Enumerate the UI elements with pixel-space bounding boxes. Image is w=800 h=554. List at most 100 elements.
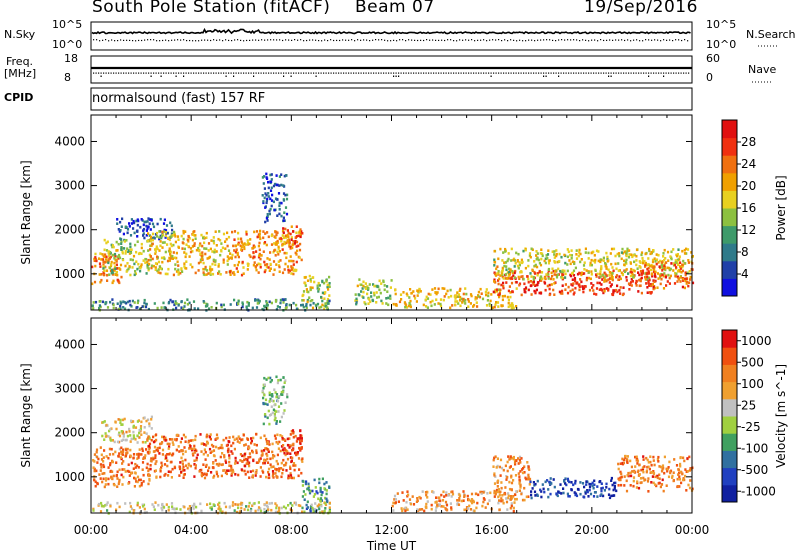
echo-cell — [185, 464, 188, 467]
echo-cell — [552, 288, 555, 292]
echo-cell — [602, 494, 605, 498]
echo-cell — [505, 478, 508, 481]
echo-cell — [385, 297, 388, 300]
echo-cell — [270, 508, 273, 512]
echo-cell — [151, 503, 154, 506]
nave-dot — [443, 72, 445, 74]
nave-dot — [463, 72, 465, 74]
echo-cell — [564, 283, 567, 286]
echo-cell — [540, 490, 543, 493]
echo-cell — [426, 491, 429, 494]
echo-cell — [317, 497, 320, 501]
echo-cell — [442, 298, 445, 302]
echo-cell — [270, 465, 273, 469]
echo-cell — [105, 477, 108, 480]
echo-cell — [500, 499, 503, 503]
echo-cell — [566, 291, 570, 295]
echo-cell — [261, 194, 264, 197]
echo-cell — [290, 238, 293, 241]
echo-cell — [105, 455, 108, 458]
echo-cell — [255, 433, 258, 436]
echo-cell — [405, 306, 409, 309]
echo-cell — [595, 249, 599, 253]
echo-cell — [229, 252, 232, 255]
echo-cell — [492, 458, 495, 462]
echo-cell — [594, 269, 597, 272]
echo-cell — [603, 280, 606, 283]
echo-cell — [219, 509, 222, 513]
echo-cell — [169, 253, 172, 256]
echo-cell — [239, 453, 242, 456]
echo-cell — [540, 279, 543, 282]
echo-cell — [502, 501, 505, 505]
colorbar-tick-label: 8 — [741, 245, 749, 259]
nsearch-dot — [243, 40, 245, 42]
echo-cell — [657, 460, 660, 463]
echo-cell — [549, 477, 552, 480]
echo-cell — [609, 285, 612, 288]
echo-cell — [284, 206, 288, 209]
echo-cell — [290, 259, 293, 263]
echo-cell — [486, 502, 489, 506]
echo-cell — [121, 432, 124, 435]
echo-cell — [687, 483, 690, 487]
nsearch-dot — [489, 39, 491, 41]
echo-cell — [240, 248, 243, 251]
echo-cell — [317, 290, 320, 293]
echo-cell — [613, 487, 616, 490]
echo-cell — [98, 300, 101, 303]
echo-cell — [631, 271, 634, 274]
echo-cell — [217, 507, 220, 511]
echo-cell — [684, 279, 687, 283]
echo-cell — [299, 436, 302, 440]
echo-cell — [118, 505, 121, 509]
nave-dot — [350, 72, 352, 74]
echo-cell — [505, 497, 508, 500]
echo-cell — [369, 300, 372, 304]
echo-cell — [485, 288, 488, 291]
echo-cell — [373, 284, 376, 288]
nave-dot — [260, 72, 262, 74]
nave-dot — [640, 72, 642, 74]
echo-cell — [567, 479, 570, 482]
echo-cell — [144, 441, 147, 444]
echo-cell — [224, 247, 227, 250]
nave-dot — [438, 72, 440, 74]
echo-cell — [244, 243, 248, 246]
echo-cell — [575, 257, 579, 260]
colorbar-segment — [722, 484, 737, 503]
echo-cell — [681, 285, 684, 289]
echo-cell — [182, 231, 185, 235]
echo-cell — [130, 471, 133, 475]
echo-cell — [568, 480, 571, 484]
echo-cell — [92, 301, 95, 304]
echo-cell — [107, 258, 110, 261]
echo-cell — [112, 474, 115, 478]
echo-cell — [280, 467, 283, 470]
echo-cell — [226, 259, 229, 263]
echo-cell — [647, 477, 650, 480]
echo-cell — [429, 293, 432, 296]
echo-cell — [229, 303, 232, 306]
echo-cell — [318, 306, 321, 309]
nsearch-dot — [540, 39, 542, 41]
echo-cell — [182, 229, 185, 233]
echo-cell — [100, 466, 103, 469]
echo-cell — [527, 280, 530, 284]
echo-cell — [532, 283, 535, 286]
echo-cell — [506, 460, 509, 464]
echo-cell — [285, 303, 288, 306]
echo-cell — [211, 466, 214, 469]
echo-cell — [621, 461, 624, 465]
echo-cell — [295, 440, 298, 443]
echo-cell — [140, 218, 143, 221]
echo-cell — [492, 465, 495, 468]
echo-cell — [252, 436, 255, 440]
echo-cell — [309, 299, 312, 303]
echo-cell — [631, 273, 634, 276]
echo-cell — [164, 472, 167, 476]
echo-cell — [326, 283, 329, 287]
echo-cell — [629, 274, 633, 278]
echo-cell — [507, 301, 510, 305]
echo-cell — [406, 508, 409, 511]
